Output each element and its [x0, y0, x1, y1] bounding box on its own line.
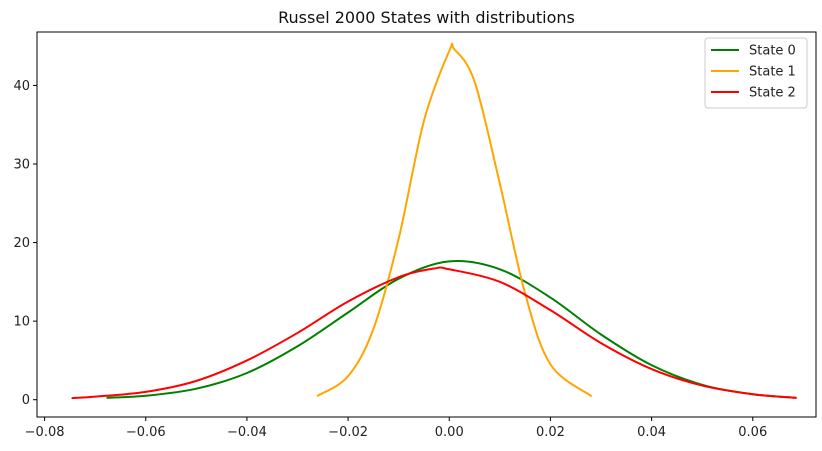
legend-label-state-2: State 2	[749, 86, 796, 101]
y-tick-label: 20	[13, 236, 30, 251]
legend: State 0 State 1 State 2	[704, 37, 808, 109]
series-line-state-1	[316, 42, 592, 397]
y-tick-label: 30	[13, 158, 30, 173]
x-tick-label: −0.04	[227, 425, 267, 440]
axes-layer: −0.08 −0.06 −0.04 −0.02 0.00 0.02 0.04 0.06 0 10 2…	[13, 31, 817, 440]
series-line-state-0	[106, 260, 797, 399]
x-tick-label: 0.02	[536, 425, 565, 440]
y-tick-label: 0	[22, 393, 30, 408]
y-tick-label: 40	[13, 79, 30, 94]
legend-box	[704, 37, 808, 109]
series-layer	[71, 42, 797, 400]
series-line-state-2	[71, 266, 797, 400]
x-tick-label: 0.04	[637, 425, 666, 440]
plot-frame	[36, 31, 817, 418]
x-tick-label: 0.06	[738, 425, 767, 440]
chart-title: Russel 2000 States with distributions	[278, 8, 575, 27]
x-tick-label: −0.02	[328, 425, 368, 440]
legend-label-state-0: State 0	[749, 44, 796, 59]
x-tick-label: −0.06	[126, 425, 166, 440]
plot-area	[37, 32, 816, 417]
plot-background	[37, 32, 816, 417]
legend-label-state-1: State 1	[749, 65, 796, 80]
y-tick-label: 10	[13, 315, 30, 330]
x-tick-label: 0.00	[435, 425, 464, 440]
x-tick-label: −0.08	[25, 425, 65, 440]
